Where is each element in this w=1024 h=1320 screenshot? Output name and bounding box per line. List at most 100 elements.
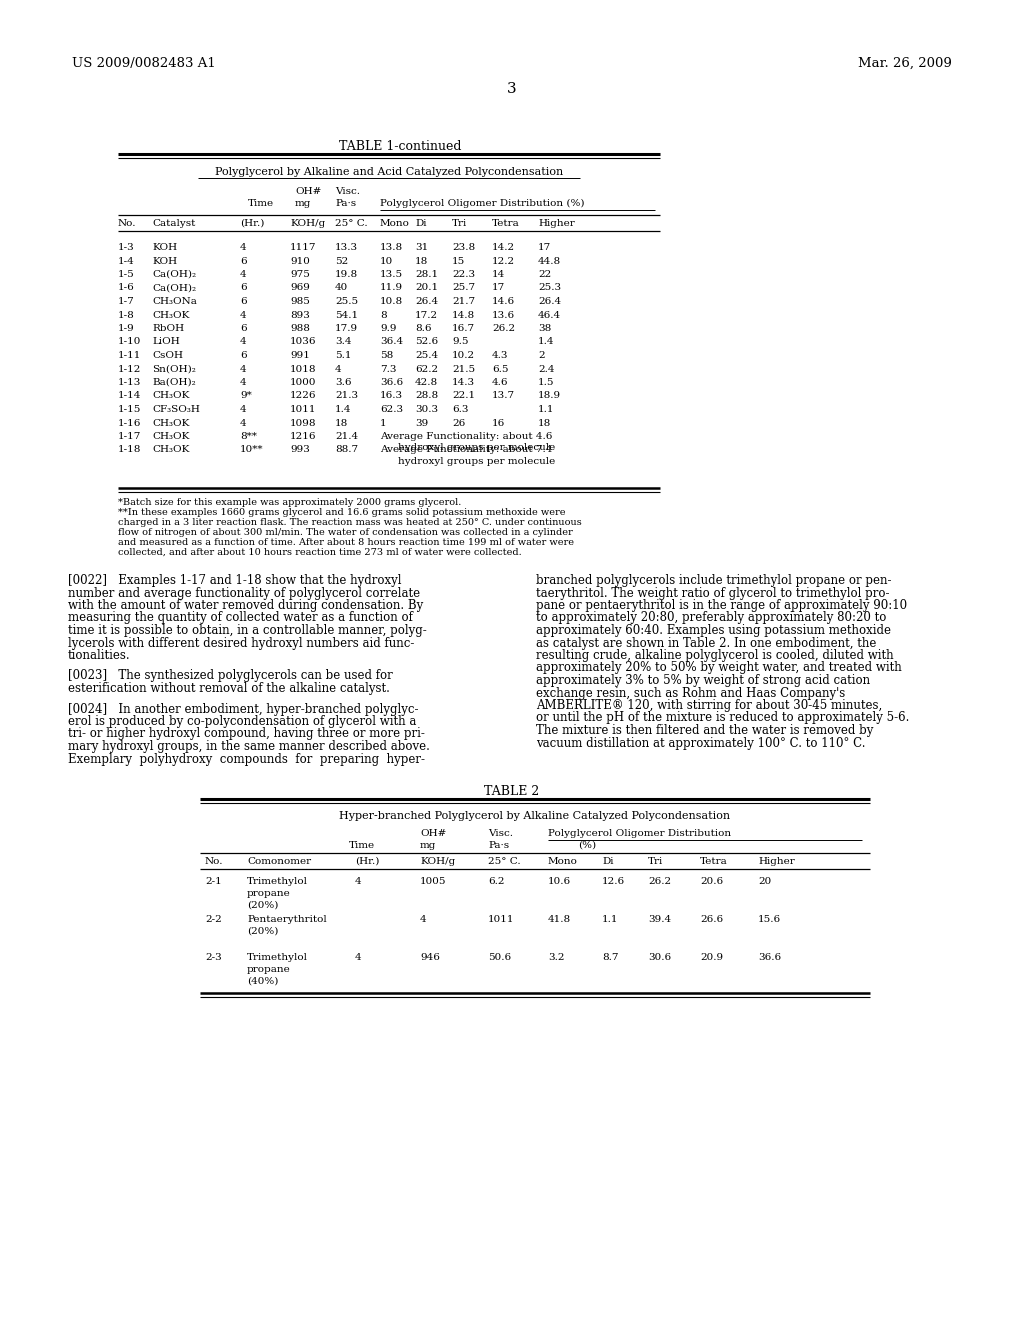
Text: vacuum distillation at approximately 100° C. to 110° C.: vacuum distillation at approximately 100… — [536, 737, 865, 750]
Text: 22.3: 22.3 — [452, 271, 475, 279]
Text: resulting crude, alkaline polyglycerol is cooled, diluted with: resulting crude, alkaline polyglycerol i… — [536, 649, 894, 663]
Text: 4: 4 — [335, 364, 342, 374]
Text: 4: 4 — [240, 271, 247, 279]
Text: 42.8: 42.8 — [415, 378, 438, 387]
Text: 4.6: 4.6 — [492, 378, 509, 387]
Text: CsOH: CsOH — [152, 351, 183, 360]
Text: approximately 3% to 5% by weight of strong acid cation: approximately 3% to 5% by weight of stro… — [536, 675, 870, 686]
Text: 25.3: 25.3 — [538, 284, 561, 293]
Text: 15: 15 — [452, 256, 465, 265]
Text: taerythritol. The weight ratio of glycerol to trimethylol pro-: taerythritol. The weight ratio of glycer… — [536, 586, 890, 599]
Text: (Hr.): (Hr.) — [355, 857, 379, 866]
Text: Pentaerythritol: Pentaerythritol — [247, 915, 327, 924]
Text: 25° C.: 25° C. — [335, 219, 368, 228]
Text: tionalities.: tionalities. — [68, 649, 131, 663]
Text: 26.4: 26.4 — [415, 297, 438, 306]
Text: propane: propane — [247, 965, 291, 974]
Text: 6: 6 — [240, 323, 247, 333]
Text: Polyglycerol Oligomer Distribution: Polyglycerol Oligomer Distribution — [548, 829, 731, 838]
Text: Di: Di — [602, 857, 613, 866]
Text: (40%): (40%) — [247, 977, 279, 986]
Text: (20%): (20%) — [247, 927, 279, 936]
Text: **In these examples 1660 grams glycerol and 16.6 grams solid potassium methoxide: **In these examples 1660 grams glycerol … — [118, 508, 565, 517]
Text: 8.6: 8.6 — [415, 323, 431, 333]
Text: branched polyglycerols include trimethylol propane or pen-: branched polyglycerols include trimethyl… — [536, 574, 892, 587]
Text: 17: 17 — [492, 284, 505, 293]
Text: mg: mg — [420, 841, 436, 850]
Text: to approximately 20:80, preferably approximately 80:20 to: to approximately 20:80, preferably appro… — [536, 611, 887, 624]
Text: TABLE 1-continued: TABLE 1-continued — [339, 140, 461, 153]
Text: 26: 26 — [452, 418, 465, 428]
Text: or until the pH of the mixture is reduced to approximately 5-6.: or until the pH of the mixture is reduce… — [536, 711, 909, 725]
Text: 13.5: 13.5 — [380, 271, 403, 279]
Text: LiOH: LiOH — [152, 338, 180, 346]
Text: measuring the quantity of collected water as a function of: measuring the quantity of collected wate… — [68, 611, 413, 624]
Text: 17: 17 — [538, 243, 551, 252]
Text: 25.5: 25.5 — [335, 297, 358, 306]
Text: KOH/g: KOH/g — [420, 857, 456, 866]
Text: 6: 6 — [240, 351, 247, 360]
Text: 28.8: 28.8 — [415, 392, 438, 400]
Text: US 2009/0082483 A1: US 2009/0082483 A1 — [72, 57, 216, 70]
Text: 4: 4 — [240, 405, 247, 414]
Text: collected, and after about 10 hours reaction time 273 ml of water were collected: collected, and after about 10 hours reac… — [118, 548, 522, 557]
Text: 969: 969 — [290, 284, 310, 293]
Text: 993: 993 — [290, 446, 310, 454]
Text: 6: 6 — [240, 256, 247, 265]
Text: The mixture is then filtered and the water is removed by: The mixture is then filtered and the wat… — [536, 723, 873, 737]
Text: 1.4: 1.4 — [538, 338, 555, 346]
Text: Visc.: Visc. — [488, 829, 513, 838]
Text: (Hr.): (Hr.) — [240, 219, 264, 228]
Text: 62.2: 62.2 — [415, 364, 438, 374]
Text: 88.7: 88.7 — [335, 446, 358, 454]
Text: 9.5: 9.5 — [452, 338, 469, 346]
Text: exchange resin, such as Rohm and Haas Company's: exchange resin, such as Rohm and Haas Co… — [536, 686, 845, 700]
Text: Sn(OH)₂: Sn(OH)₂ — [152, 364, 196, 374]
Text: 10: 10 — [380, 256, 393, 265]
Text: KOH: KOH — [152, 256, 177, 265]
Text: 4: 4 — [240, 338, 247, 346]
Text: Tri: Tri — [648, 857, 664, 866]
Text: 8: 8 — [380, 310, 387, 319]
Text: 14: 14 — [492, 271, 505, 279]
Text: with the amount of water removed during condensation. By: with the amount of water removed during … — [68, 599, 423, 612]
Text: 4: 4 — [355, 876, 361, 886]
Text: mg: mg — [295, 199, 311, 209]
Text: 17.9: 17.9 — [335, 323, 358, 333]
Text: 1-10: 1-10 — [118, 338, 141, 346]
Text: 1-16: 1-16 — [118, 418, 141, 428]
Text: 6.3: 6.3 — [452, 405, 469, 414]
Text: 12.6: 12.6 — [602, 876, 625, 886]
Text: pane or pentaerythritol is in the range of approximately 90:10: pane or pentaerythritol is in the range … — [536, 599, 907, 612]
Text: 14.8: 14.8 — [452, 310, 475, 319]
Text: 17.2: 17.2 — [415, 310, 438, 319]
Text: AMBERLITE® 120, with stirring for about 30-45 minutes,: AMBERLITE® 120, with stirring for about … — [536, 700, 883, 711]
Text: KOH/g: KOH/g — [290, 219, 326, 228]
Text: 36.6: 36.6 — [380, 378, 403, 387]
Text: CF₃SO₃H: CF₃SO₃H — [152, 405, 200, 414]
Text: CH₃ONa: CH₃ONa — [152, 297, 197, 306]
Text: 1-18: 1-18 — [118, 446, 141, 454]
Text: 18.9: 18.9 — [538, 392, 561, 400]
Text: Mono: Mono — [380, 219, 410, 228]
Text: 2-3: 2-3 — [205, 953, 222, 962]
Text: 1-13: 1-13 — [118, 378, 141, 387]
Text: 1-5: 1-5 — [118, 271, 135, 279]
Text: CH₃OK: CH₃OK — [152, 446, 189, 454]
Text: 1-4: 1-4 — [118, 256, 135, 265]
Text: 18: 18 — [335, 418, 348, 428]
Text: 1-15: 1-15 — [118, 405, 141, 414]
Text: 1011: 1011 — [290, 405, 316, 414]
Text: 26.2: 26.2 — [492, 323, 515, 333]
Text: 1.4: 1.4 — [335, 405, 351, 414]
Text: 16.7: 16.7 — [452, 323, 475, 333]
Text: Ba(OH)₂: Ba(OH)₂ — [152, 378, 196, 387]
Text: 1-11: 1-11 — [118, 351, 141, 360]
Text: 975: 975 — [290, 271, 310, 279]
Text: 28.1: 28.1 — [415, 271, 438, 279]
Text: 20.6: 20.6 — [700, 876, 723, 886]
Text: hydroxyl groups per molecule: hydroxyl groups per molecule — [398, 444, 555, 453]
Text: 1.1: 1.1 — [602, 915, 618, 924]
Text: 3.6: 3.6 — [335, 378, 351, 387]
Text: 5.1: 5.1 — [335, 351, 351, 360]
